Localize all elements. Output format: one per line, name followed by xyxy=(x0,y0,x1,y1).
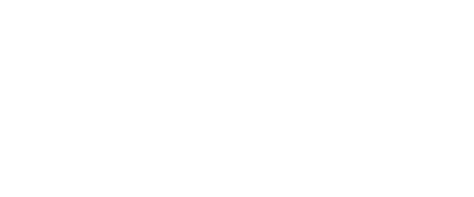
Text: a: a xyxy=(13,176,19,186)
Text: b: b xyxy=(168,176,174,186)
Text: c: c xyxy=(322,176,328,186)
